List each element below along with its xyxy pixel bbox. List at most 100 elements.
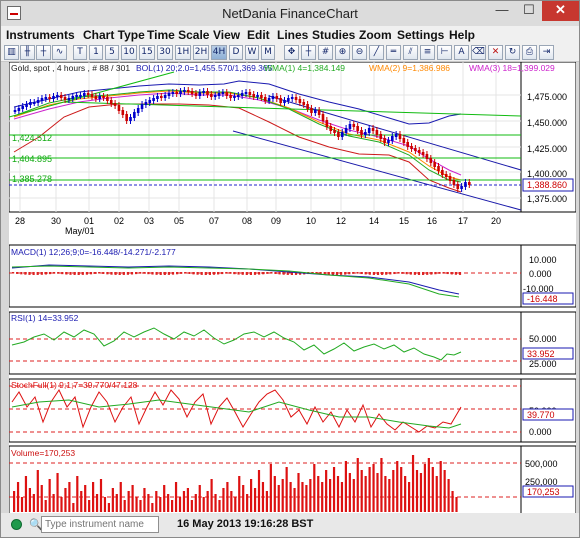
macd-hist-bar [258, 272, 261, 275]
connection-status-icon [11, 519, 22, 530]
volume-last-tag: 170,253 [527, 487, 560, 497]
menu-edit[interactable]: Edit [247, 28, 270, 42]
volume-bar [40, 485, 43, 512]
ohlc-chart-icon[interactable]: ┼ [36, 45, 51, 60]
candle-chart-icon[interactable]: ╫ [20, 45, 35, 60]
status-bar: 🔍 16 May 2013 19:16:28 BST [1, 513, 579, 537]
timescale-2h-button[interactable]: 2H [193, 45, 209, 60]
hline-icon[interactable]: ═ [386, 45, 401, 60]
volume-bar [44, 500, 47, 512]
menu-view[interactable]: View [213, 28, 241, 42]
menu-help[interactable]: Help [449, 28, 476, 42]
candle-body [117, 105, 121, 111]
candle-body [233, 96, 236, 98]
date-tick-01: 01 [84, 216, 94, 226]
menu-chart-type[interactable]: Chart Type [83, 28, 145, 42]
volume-bar [119, 482, 122, 512]
volume-bar [16, 482, 20, 512]
timescale-w-button[interactable]: W [245, 45, 259, 60]
timescale-m-button[interactable]: M [261, 45, 275, 60]
crosshair-icon[interactable]: ┼ [301, 45, 316, 60]
channel-icon[interactable]: ⫽ [403, 45, 418, 60]
instrument-search-input[interactable] [41, 516, 159, 533]
volume-bar [198, 485, 201, 512]
timescale-10-button[interactable]: 10 [121, 45, 137, 60]
print-icon[interactable]: ⎙ [522, 45, 537, 60]
line-chart-icon[interactable]: ∿ [52, 45, 67, 60]
rsi-line [11, 327, 462, 361]
menu-zoom[interactable]: Zoom [359, 28, 392, 42]
candle-body [217, 93, 221, 96]
macd-hist-bar [397, 272, 400, 274]
level-label-2: 1,404.895 [12, 154, 52, 164]
volume-bar [163, 485, 166, 512]
macd-hist-bar [126, 272, 129, 275]
macd-hist-bar [122, 272, 125, 275]
candle-body [190, 91, 194, 94]
menu-settings[interactable]: Settings [397, 28, 445, 42]
candle-body [421, 152, 425, 155]
grid-icon[interactable]: # [318, 45, 333, 60]
timescale-15-button[interactable]: 15 [139, 45, 155, 60]
zoom-out-icon[interactable]: ⊖ [352, 45, 367, 60]
macd-hist-bar [417, 272, 421, 275]
timescale-1-button[interactable]: 1 [89, 45, 103, 60]
macd-hist-bar [135, 272, 138, 275]
volume-bar [242, 485, 245, 512]
timescale-5-button[interactable]: 5 [105, 45, 119, 60]
volume-bar [13, 491, 16, 512]
clear-drawings-icon[interactable]: ⌫ [471, 45, 486, 60]
volume-bar [408, 482, 411, 512]
macd-hist-bar [372, 272, 375, 275]
macd-hist-bar [159, 272, 162, 275]
candle-body [175, 92, 178, 94]
minimize-button[interactable]: — [495, 2, 509, 17]
ruler-icon[interactable]: ⊢ [437, 45, 452, 60]
timescale-1h-button[interactable]: 1H [175, 45, 191, 60]
candle-body [364, 132, 367, 135]
volume-bar [143, 488, 146, 512]
volume-bar [451, 491, 454, 512]
timescale-d-button[interactable]: D [229, 45, 243, 60]
menu-lines[interactable]: Lines [277, 28, 309, 42]
candle-body [321, 114, 325, 121]
volume-bar [376, 473, 379, 512]
toolbar: ▥ ╫ ┼ ∿ T 1 5 10 15 30 1H 2H 4H D W M ✥ … [1, 44, 579, 62]
macd-hist-bar [188, 272, 191, 274]
reload-icon[interactable]: ↻ [505, 45, 520, 60]
candle-body [267, 98, 271, 101]
macd-hist-bar [450, 272, 453, 275]
volume-bar [380, 458, 383, 512]
price-tick-1400: 1,400.000 [527, 169, 567, 179]
zoom-in-icon[interactable]: ⊕ [335, 45, 350, 60]
timescale-tick-button[interactable]: T [73, 45, 87, 60]
macd-hist-bar [208, 272, 211, 275]
chart-area[interactable]: Gold, spot , 4 hours , # 88 / 301 BOL(1)… [8, 61, 577, 515]
delete-icon[interactable]: ✕ [488, 45, 503, 60]
macd-hist-bar [57, 272, 60, 274]
text-icon[interactable]: A [454, 45, 469, 60]
move-icon[interactable]: ✥ [284, 45, 299, 60]
timescale-4h-button[interactable]: 4H [211, 45, 227, 60]
bar-chart-icon[interactable]: ▥ [4, 45, 19, 60]
candle-body [248, 92, 252, 95]
timescale-30-button[interactable]: 30 [157, 45, 173, 60]
close-button[interactable]: ✕ [542, 1, 579, 21]
menu-instruments[interactable]: Instruments [6, 28, 75, 42]
volume-bar [186, 488, 189, 512]
date-tick-12: 12 [336, 216, 346, 226]
menu-studies[interactable]: Studies [312, 28, 356, 42]
trendline-icon[interactable]: ╱ [369, 45, 384, 60]
volume-bar [269, 464, 272, 512]
maximize-button[interactable]: ☐ [523, 2, 535, 17]
rsi-last-tag: 33.952 [527, 349, 555, 359]
volume-bar [273, 476, 276, 512]
menu-time-scale[interactable]: Time Scale [147, 28, 210, 42]
chart-svg[interactable]: Gold, spot , 4 hours , # 88 / 301 BOL(1)… [8, 61, 577, 515]
fibonacci-icon[interactable]: ≡ [420, 45, 435, 60]
wma-fast-line [13, 89, 462, 183]
macd-hist-bar [274, 272, 277, 275]
undock-icon[interactable]: ⇥ [539, 45, 554, 60]
volume-bar [313, 464, 316, 512]
price-tick-1425: 1,425.000 [527, 144, 567, 154]
